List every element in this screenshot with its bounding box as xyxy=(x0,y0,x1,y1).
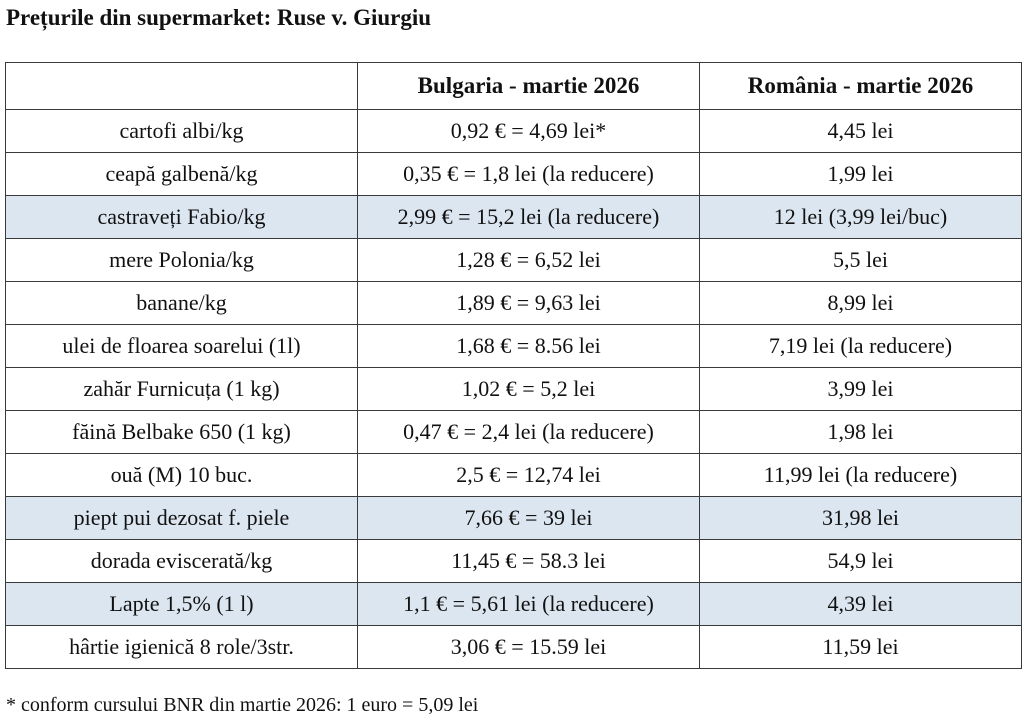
cell-romania-price: 7,19 lei (la reducere) xyxy=(699,324,1022,368)
table-row: hârtie igienică 8 role/3str. 3,06 € = 15.… xyxy=(5,625,1022,669)
cell-romania-price: 31,98 lei xyxy=(699,496,1022,540)
cell-product: hârtie igienică 8 role/3str. xyxy=(5,625,358,669)
table-row: piept pui dezosat f. piele 7,66 € = 39 le… xyxy=(5,496,1022,540)
cell-romania-price: 4,45 lei xyxy=(699,109,1022,153)
cell-product: cartofi albi/kg xyxy=(5,109,358,153)
cell-product: zahăr Furnicuța (1 kg) xyxy=(5,367,358,411)
cell-bulgaria-price: 3,06 € = 15.59 lei xyxy=(357,625,700,669)
table-row: ouă (M) 10 buc. 2,5 € = 12,74 lei 11,99 le… xyxy=(5,453,1022,497)
cell-romania-price: 1,98 lei xyxy=(699,410,1022,454)
table-row: cartofi albi/kg 0,92 € = 4,69 lei* 4,45 le… xyxy=(5,109,1022,153)
cell-romania-price: 3,99 lei xyxy=(699,367,1022,411)
cell-romania-price: 8,99 lei xyxy=(699,281,1022,325)
cell-product: ouă (M) 10 buc. xyxy=(5,453,358,497)
table-row: castraveți Fabio/kg 2,99 € = 15,2 lei (la… xyxy=(5,195,1022,239)
cell-bulgaria-price: 1,68 € = 8.56 lei xyxy=(357,324,700,368)
table-row: banane/kg 1,89 € = 9,63 lei 8,99 lei xyxy=(5,281,1022,325)
cell-romania-price: 5,5 lei xyxy=(699,238,1022,282)
cell-bulgaria-price: 1,89 € = 9,63 lei xyxy=(357,281,700,325)
cell-romania-price: 4,39 lei xyxy=(699,582,1022,626)
page-title: Prețurile din supermarket: Ruse v. Giurg… xyxy=(6,5,432,30)
table-row: Lapte 1,5% (1 l) 1,1 € = 5,61 lei (la red… xyxy=(5,582,1022,626)
table-row: făină Belbake 650 (1 kg) 0,47 € = 2,4 lei… xyxy=(5,410,1022,454)
cell-bulgaria-price: 1,1 € = 5,61 lei (la reducere) xyxy=(357,582,700,626)
cell-product: făină Belbake 650 (1 kg) xyxy=(5,410,358,454)
cell-bulgaria-price: 2,5 € = 12,74 lei xyxy=(357,453,700,497)
cell-product: mere Polonia/kg xyxy=(5,238,358,282)
footnote: * conform cursului BNR din martie 2026: … xyxy=(6,694,479,716)
cell-bulgaria-price: 1,28 € = 6,52 lei xyxy=(357,238,700,282)
cell-product: castraveți Fabio/kg xyxy=(5,195,358,239)
cell-romania-price: 54,9 lei xyxy=(699,539,1022,583)
table-header-row: Bulgaria - martie 2026 România - martie … xyxy=(5,62,1022,110)
table-row: mere Polonia/kg 1,28 € = 6,52 lei 5,5 lei xyxy=(5,238,1022,282)
cell-bulgaria-price: 2,99 € = 15,2 lei (la reducere) xyxy=(357,195,700,239)
cell-romania-price: 11,59 lei xyxy=(699,625,1022,669)
table-row: zahăr Furnicuța (1 kg) 1,02 € = 5,2 lei 3,… xyxy=(5,367,1022,411)
cell-product: banane/kg xyxy=(5,281,358,325)
cell-bulgaria-price: 0,47 € = 2,4 lei (la reducere) xyxy=(357,410,700,454)
cell-bulgaria-price: 7,66 € = 39 lei xyxy=(357,496,700,540)
cell-romania-price: 12 lei (3,99 lei/buc) xyxy=(699,195,1022,239)
cell-product: Lapte 1,5% (1 l) xyxy=(5,582,358,626)
header-product xyxy=(5,62,358,110)
cell-bulgaria-price: 0,92 € = 4,69 lei* xyxy=(357,109,700,153)
cell-product: ulei de floarea soarelui (1l) xyxy=(5,324,358,368)
table-row: ulei de floarea soarelui (1l) 1,68 € = 8.… xyxy=(5,324,1022,368)
table-row: dorada eviscerată/kg 11,45 € = 58.3 lei 54… xyxy=(5,539,1022,583)
cell-bulgaria-price: 0,35 € = 1,8 lei (la reducere) xyxy=(357,152,700,196)
cell-product: piept pui dezosat f. piele xyxy=(5,496,358,540)
cell-product: ceapă galbenă/kg xyxy=(5,152,358,196)
cell-product: dorada eviscerată/kg xyxy=(5,539,358,583)
cell-romania-price: 11,99 lei (la reducere) xyxy=(699,453,1022,497)
cell-bulgaria-price: 11,45 € = 58.3 lei xyxy=(357,539,700,583)
table-row: ceapă galbenă/kg 0,35 € = 1,8 lei (la red… xyxy=(5,152,1022,196)
header-romania: România - martie 2026 xyxy=(699,62,1022,110)
cell-romania-price: 1,99 lei xyxy=(699,152,1022,196)
price-comparison-table: Bulgaria - martie 2026 România - martie … xyxy=(5,62,1022,669)
header-bulgaria: Bulgaria - martie 2026 xyxy=(357,62,700,110)
table-body: cartofi albi/kg 0,92 € = 4,69 lei* 4,45 le… xyxy=(5,109,1022,669)
cell-bulgaria-price: 1,02 € = 5,2 lei xyxy=(357,367,700,411)
